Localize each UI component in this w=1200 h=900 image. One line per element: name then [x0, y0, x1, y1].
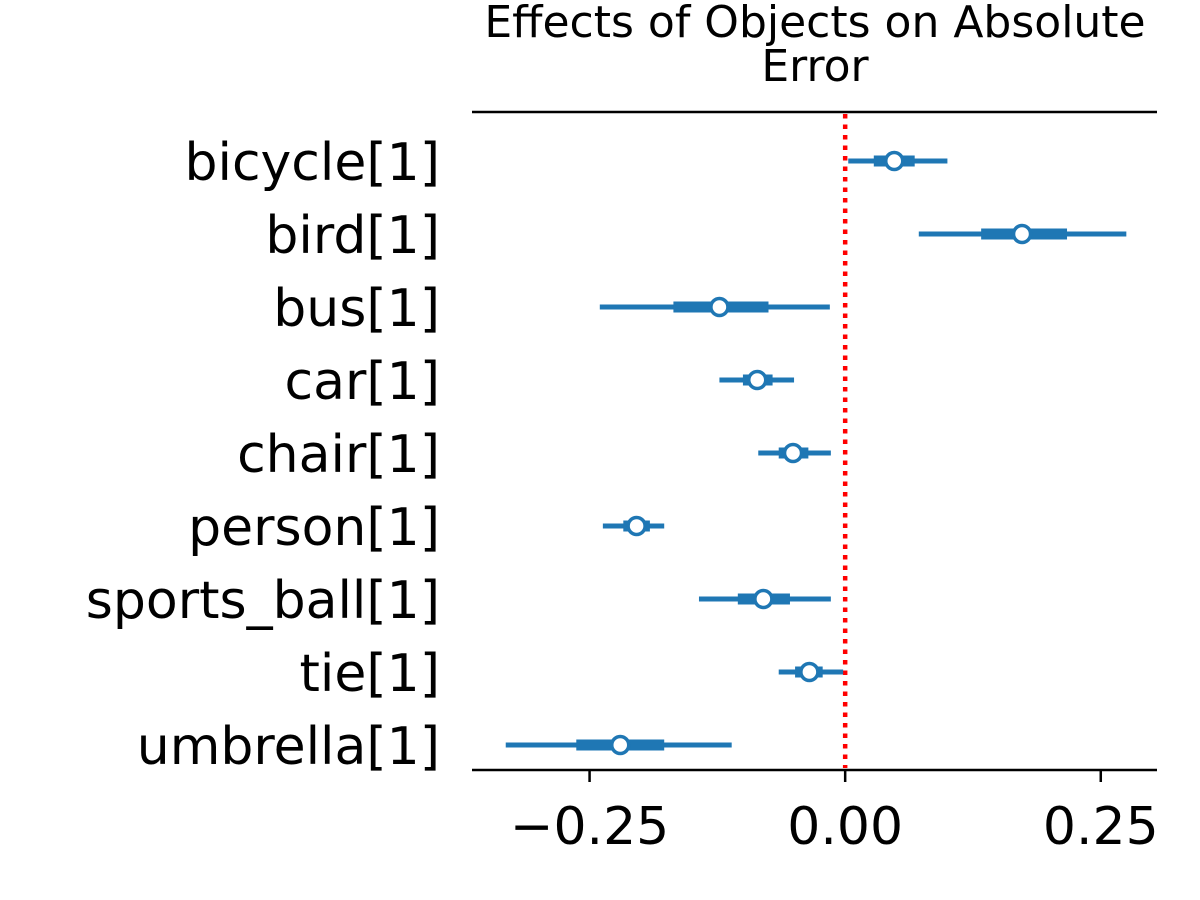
estimate-row	[719, 369, 795, 391]
estimate-row	[918, 223, 1127, 245]
x-tick-label: −0.25	[510, 797, 669, 857]
mean-point	[709, 296, 730, 318]
category-label: bus[1]	[273, 279, 440, 339]
category-label: chair[1]	[237, 425, 440, 485]
mean-point	[799, 661, 820, 683]
x-tick-label: 0.25	[1043, 797, 1159, 857]
mean-point	[609, 734, 631, 756]
mean-point	[746, 369, 768, 391]
category-label: bicycle[1]	[184, 133, 440, 193]
category-label: tie[1]	[300, 644, 441, 704]
category-label: car[1]	[285, 352, 441, 412]
category-labels: bicycle[1] bird[1] bus[1] car[1] chair[1] per…	[86, 133, 440, 777]
chart-title-line: Effects of Objects on Absolute	[484, 0, 1145, 48]
estimate-row	[505, 734, 732, 756]
estimate-row	[848, 150, 948, 172]
estimate-row	[778, 661, 844, 683]
estimate-row	[758, 442, 831, 464]
mean-point	[782, 442, 804, 464]
x-tick-label: 0.00	[787, 797, 903, 857]
category-label: umbrella[1]	[137, 717, 440, 777]
category-label: sports_ball[1]	[86, 571, 440, 631]
mean-point	[626, 515, 647, 537]
estimate-row	[602, 515, 665, 537]
mean-point	[1011, 223, 1033, 245]
estimate-row	[698, 588, 831, 610]
estimate-rows	[505, 150, 1127, 756]
mean-point	[753, 588, 774, 610]
chart-title-line: Error	[761, 41, 869, 92]
category-label: person[1]	[188, 498, 440, 558]
mean-point	[883, 150, 905, 172]
category-label: bird[1]	[265, 206, 440, 266]
estimate-row	[599, 296, 830, 318]
x-axis-ticks: −0.25 0.00 0.25	[510, 770, 1159, 857]
